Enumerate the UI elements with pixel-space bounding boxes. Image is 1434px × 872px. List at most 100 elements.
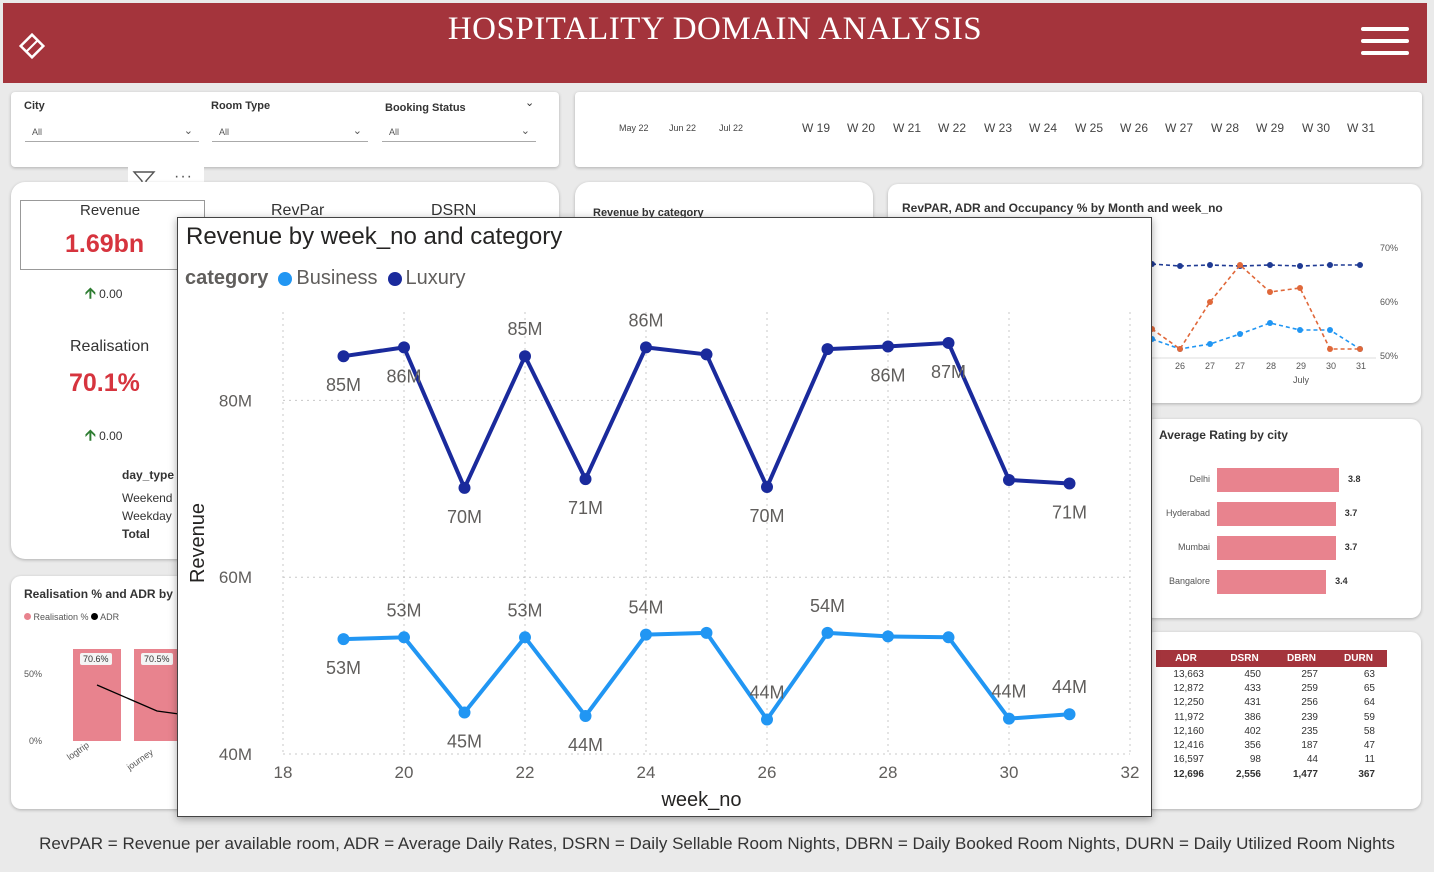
timeline-month-may[interactable]: May 22 <box>619 123 649 133</box>
data-point-business[interactable] <box>579 709 592 722</box>
x-tick-label: 24 <box>637 763 656 782</box>
adr-point[interactable] <box>1357 346 1363 352</box>
revenue-value: 1.69bn <box>65 230 145 258</box>
chevron-down-icon[interactable]: ⌄ <box>525 97 535 109</box>
y-tick-label: 60M <box>219 568 252 587</box>
revpar-point[interactable] <box>1207 262 1213 268</box>
timeline-week[interactable]: W 25 <box>1075 121 1104 135</box>
y-tick-label: 50% <box>24 669 43 679</box>
adr-point[interactable] <box>1177 346 1183 352</box>
data-point-business[interactable] <box>1003 712 1015 725</box>
booking-status-slicer-dropdown[interactable]: All ⌄ <box>382 120 536 142</box>
data-point-luxury[interactable] <box>1063 477 1076 490</box>
data-point-business[interactable] <box>1063 708 1076 721</box>
data-point-business[interactable] <box>640 628 652 641</box>
timeline-month-jun[interactable]: Jun 22 <box>669 123 697 133</box>
revenue-line-chart[interactable]: 18 20 22 24 26 28 30 32 40M 60M 80M week_no Revenue 8… <box>178 218 1153 818</box>
data-point-business[interactable] <box>942 631 955 644</box>
revpar-point[interactable] <box>1327 262 1333 268</box>
data-point-luxury[interactable] <box>337 350 350 363</box>
table-header-dsrn[interactable]: DSRN <box>1230 653 1259 664</box>
adr-point[interactable] <box>1207 299 1213 305</box>
revpar-line-chart[interactable] <box>888 184 1421 403</box>
legend-item-luxury[interactable]: Luxury <box>387 267 466 290</box>
data-point-luxury[interactable] <box>519 350 531 363</box>
rating-bar[interactable] <box>1217 536 1336 560</box>
timeline-week[interactable]: W 23 <box>984 121 1013 135</box>
rating-bar[interactable] <box>1217 502 1336 526</box>
occupancy-point[interactable] <box>1267 320 1273 326</box>
timeline-week[interactable]: W 19 <box>802 121 831 135</box>
data-point-luxury[interactable] <box>579 473 592 486</box>
timeline-week[interactable]: W 21 <box>893 121 922 135</box>
data-point-luxury[interactable] <box>821 343 834 356</box>
data-point-business[interactable] <box>761 713 773 726</box>
timeline-week[interactable]: W 22 <box>938 121 967 135</box>
adr-point[interactable] <box>1297 285 1303 291</box>
table-cell: 59 <box>1363 711 1375 723</box>
legend-item-business[interactable]: Business <box>278 267 378 290</box>
timeline-week[interactable]: W 29 <box>1256 121 1285 135</box>
legend-label-business: Business <box>296 267 378 289</box>
data-point-business[interactable] <box>821 626 834 639</box>
data-label: 86M <box>870 365 905 385</box>
timeline-month-jul[interactable]: Jul 22 <box>719 123 744 133</box>
up-arrow-icon: 🡩 <box>85 285 96 302</box>
table-header-dbrn[interactable]: DBRN <box>1287 653 1316 664</box>
timeline-week[interactable]: W 20 <box>847 121 876 135</box>
data-label: 71M <box>568 498 603 518</box>
data-point-luxury[interactable] <box>942 336 955 349</box>
revpar-point[interactable] <box>1357 262 1363 268</box>
data-point-luxury[interactable] <box>1003 473 1015 486</box>
revenue-by-week-popup[interactable]: Revenue by week_no and category category… <box>177 217 1152 817</box>
realisation-adr-legend: Realisation % ADR <box>24 612 119 622</box>
table-cell: 63 <box>1363 668 1375 680</box>
occupancy-point[interactable] <box>1207 341 1213 347</box>
occupancy-point[interactable] <box>1327 327 1333 333</box>
occupancy-point[interactable] <box>1237 331 1243 337</box>
adr-point[interactable] <box>1267 289 1273 295</box>
realisation-value: 70.1% <box>69 369 140 397</box>
data-point-business[interactable] <box>700 626 713 639</box>
data-point-luxury[interactable] <box>398 341 410 354</box>
city-slicer-dropdown[interactable]: All ⌄ <box>25 120 199 142</box>
data-point-business[interactable] <box>519 631 531 644</box>
rating-bar[interactable] <box>1217 570 1327 594</box>
revpar-point[interactable] <box>1267 262 1273 268</box>
table-header-durn[interactable]: DURN <box>1344 653 1373 664</box>
timeline-week[interactable]: W 30 <box>1302 121 1331 135</box>
timeline-week[interactable]: W 31 <box>1347 121 1376 135</box>
x-tick-label: 22 <box>516 763 535 782</box>
timeline-week[interactable]: W 26 <box>1120 121 1149 135</box>
data-point-business[interactable] <box>398 631 410 644</box>
data-point-luxury[interactable] <box>700 348 713 361</box>
diamond-logo-icon[interactable] <box>17 31 47 61</box>
revpar-point[interactable] <box>1177 263 1183 269</box>
data-point-luxury[interactable] <box>761 481 773 494</box>
timeline-week[interactable]: W 27 <box>1165 121 1194 135</box>
rating-bar[interactable] <box>1217 468 1339 492</box>
data-point-luxury[interactable] <box>882 340 894 353</box>
data-label: 70M <box>447 507 482 527</box>
data-point-luxury[interactable] <box>458 481 471 494</box>
data-point-business[interactable] <box>882 630 894 643</box>
data-point-luxury[interactable] <box>640 341 652 354</box>
day-type-header[interactable]: day_type <box>122 468 175 482</box>
legend-label-luxury: Luxury <box>405 267 466 289</box>
data-label: 44M <box>991 682 1026 702</box>
timeline-week[interactable]: W 24 <box>1029 121 1058 135</box>
more-options-icon[interactable]: ··· <box>174 168 193 185</box>
hamburger-menu-icon[interactable] <box>1361 27 1409 65</box>
room-type-slicer-dropdown[interactable]: All ⌄ <box>212 120 368 142</box>
timeline-week[interactable]: W 28 <box>1211 121 1240 135</box>
adr-point[interactable] <box>1327 346 1333 352</box>
occupancy-point[interactable] <box>1297 327 1303 333</box>
chart-legend: category Business Luxury <box>185 267 476 290</box>
data-point-business[interactable] <box>337 633 350 646</box>
revpar-point[interactable] <box>1297 263 1303 269</box>
table-header-adr[interactable]: ADR <box>1175 653 1197 664</box>
city-slicer-label: City <box>24 100 45 112</box>
data-point-business[interactable] <box>458 706 471 719</box>
day-type-row: Weekday <box>122 509 172 523</box>
adr-point[interactable] <box>1237 262 1243 268</box>
